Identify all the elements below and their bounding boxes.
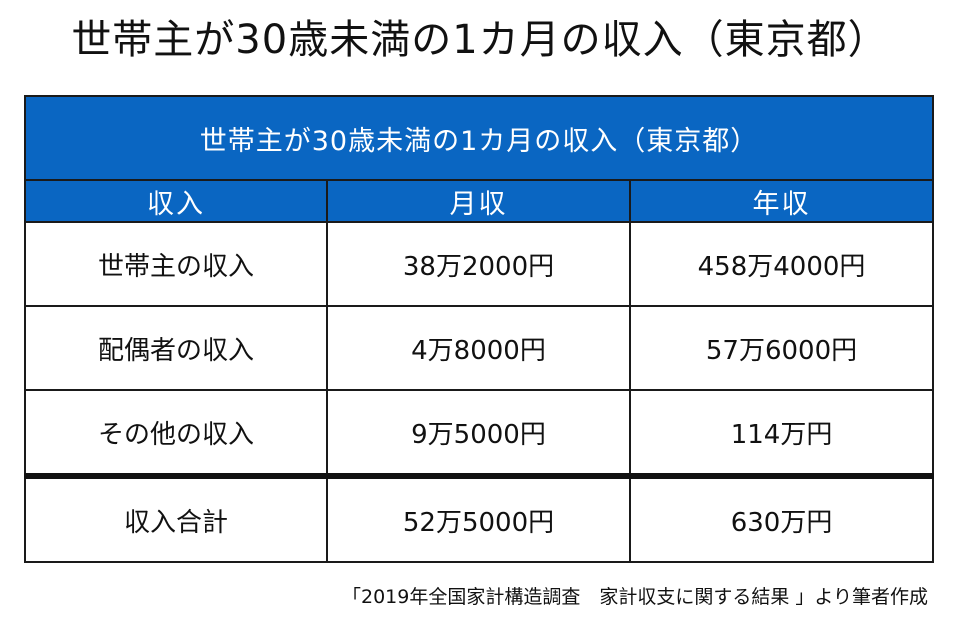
annual-value: 114万円 — [628, 389, 935, 477]
monthly-value: 38万2000円 — [326, 221, 631, 307]
table-total-row: 収入合計 52万5000円 630万円 — [24, 473, 935, 563]
page-title: 世帯主が30歳未満の1カ月の収入（東京都） — [71, 17, 889, 63]
total-annual-value: 630万円 — [628, 473, 935, 563]
table-row: その他の収入 9万5000円 114万円 — [24, 389, 935, 477]
row-label: 世帯主の収入 — [24, 221, 328, 307]
source-note: 「2019年全国家計構造調査 家計収支に関する結果 」より筆者作成 — [341, 586, 928, 608]
income-table: 世帯主が30歳未満の1カ月の収入（東京都） 収入 月収 年収 世帯主の収入 38… — [23, 95, 935, 563]
column-header-income: 収入 — [24, 179, 328, 223]
monthly-value: 9万5000円 — [326, 389, 631, 477]
total-monthly-value: 52万5000円 — [326, 473, 631, 563]
monthly-value: 4万8000円 — [326, 305, 631, 391]
row-label: 配偶者の収入 — [24, 305, 328, 391]
annual-value: 57万6000円 — [628, 305, 935, 391]
column-header-monthly: 月収 — [326, 179, 631, 223]
total-label: 収入合計 — [24, 473, 328, 563]
table-header-row: 収入 月収 年収 — [24, 179, 935, 223]
column-header-annual: 年収 — [628, 179, 935, 223]
annual-value: 458万4000円 — [628, 221, 935, 307]
table-row: 世帯主の収入 38万2000円 458万4000円 — [24, 221, 935, 307]
row-label: その他の収入 — [24, 389, 328, 477]
table-row: 配偶者の収入 4万8000円 57万6000円 — [24, 305, 935, 391]
table-caption: 世帯主が30歳未満の1カ月の収入（東京都） — [23, 95, 935, 181]
